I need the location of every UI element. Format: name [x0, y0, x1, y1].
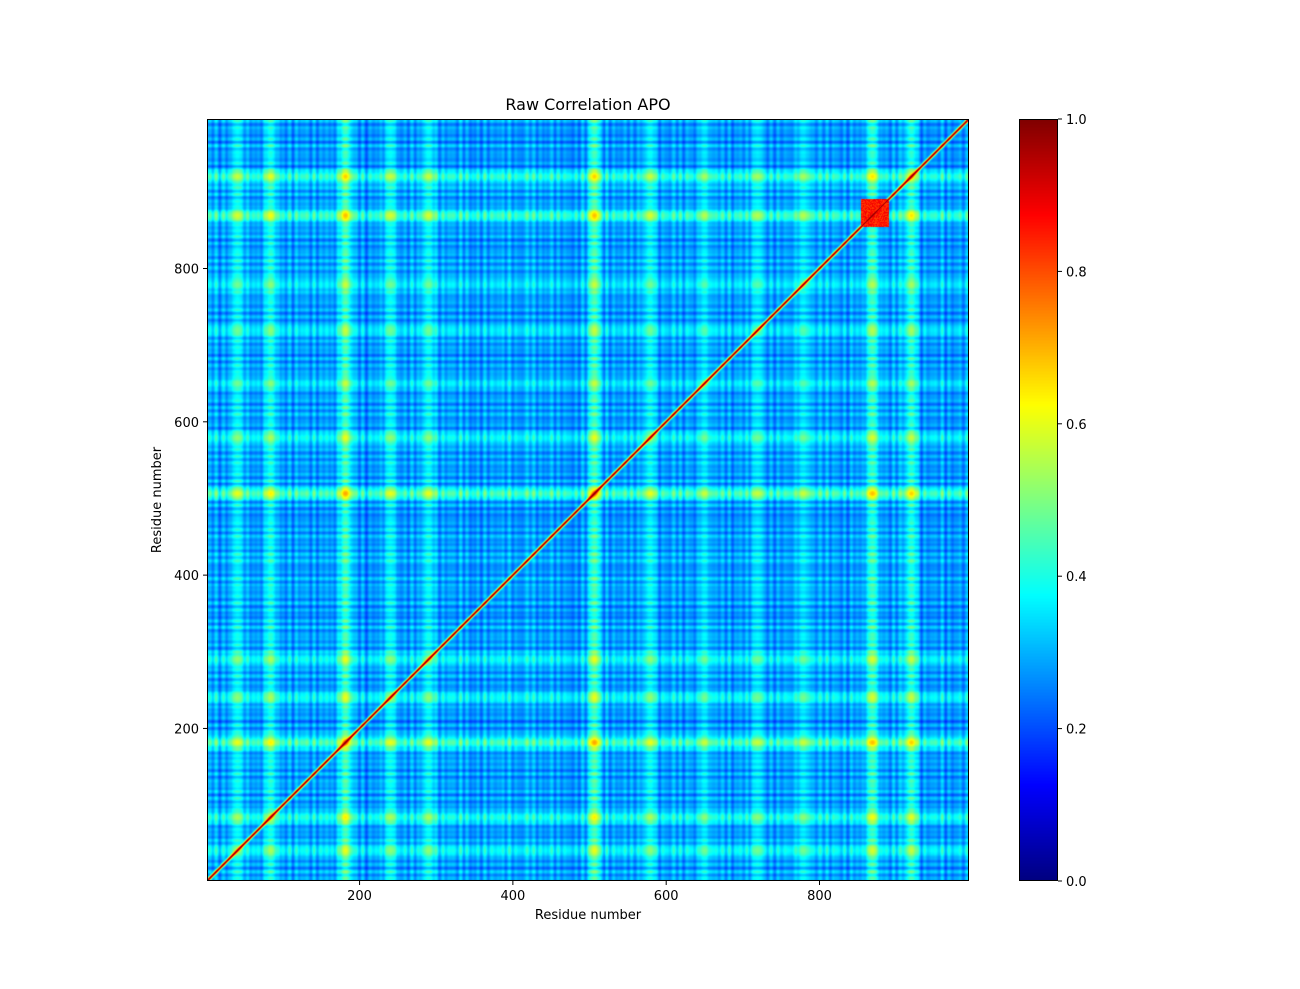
colorbar-tick-label: 1.0 — [1066, 113, 1087, 128]
colorbar-tick-label: 0.2 — [1066, 723, 1087, 738]
colorbar-tick-label: 0.6 — [1066, 418, 1087, 433]
colorbar-tick-label: 0.4 — [1066, 570, 1087, 585]
y-tick-label: 200 — [174, 722, 199, 737]
x-axis: 200 400 600 800 — [347, 881, 832, 904]
x-tick-label: 600 — [654, 889, 679, 904]
colorbar-frame — [1019, 119, 1058, 881]
colorbar-ticks: 0.0 0.2 0.4 0.6 0.8 1.0 — [1058, 113, 1087, 890]
x-tick-label: 800 — [807, 889, 832, 904]
y-axis: 200 400 600 800 — [174, 262, 207, 737]
x-tick-label: 200 — [347, 889, 372, 904]
colorbar: 0.0 0.2 0.4 0.6 0.8 1.0 — [1019, 113, 1087, 890]
y-axis-label: Residue number — [150, 446, 165, 553]
chart-title: Raw Correlation APO — [505, 95, 670, 114]
y-tick-label: 800 — [174, 262, 199, 277]
x-axis-label: Residue number — [535, 908, 642, 923]
plot-area — [207, 119, 969, 881]
colorbar-tick-label: 0.0 — [1066, 875, 1087, 890]
plot-frame — [207, 119, 969, 881]
y-tick-label: 600 — [174, 416, 199, 431]
x-tick-label: 400 — [500, 889, 525, 904]
colorbar-canvas — [1019, 119, 1058, 881]
colorbar-tick-label: 0.8 — [1066, 265, 1087, 280]
heatmap-canvas — [207, 119, 969, 881]
y-tick-label: 400 — [174, 569, 199, 584]
